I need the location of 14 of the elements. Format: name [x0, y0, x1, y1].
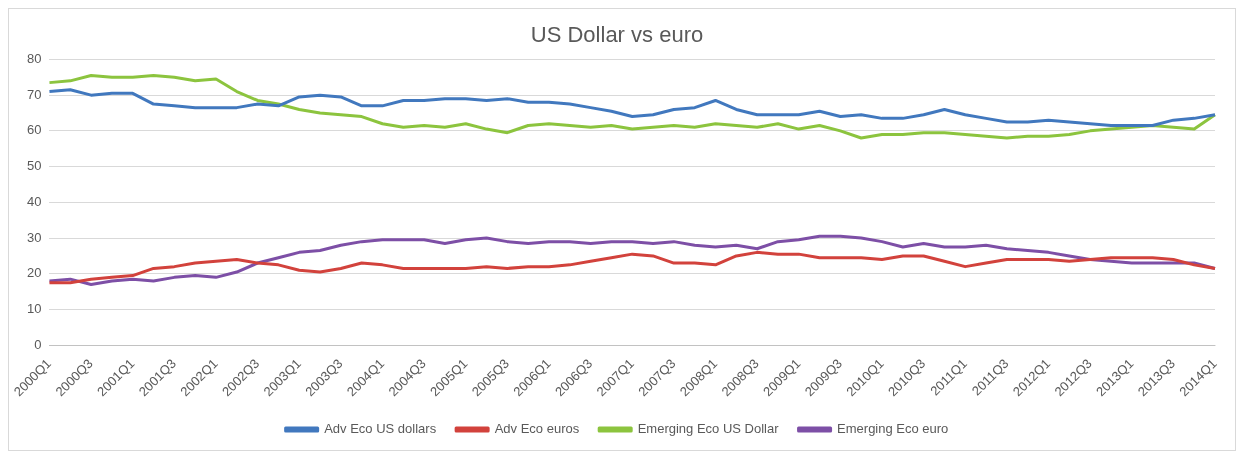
legend-label: Adv Eco US dollars	[324, 421, 437, 437]
y-tick-label: 30	[26, 229, 42, 245]
y-tick-label: 60	[26, 122, 42, 138]
y-tick-label: 50	[26, 158, 42, 174]
y-tick-label: 10	[26, 301, 42, 317]
y-tick-label: 40	[26, 193, 42, 209]
y-tick-label: 80	[26, 50, 42, 66]
legend-label: Adv Eco euros	[494, 421, 580, 437]
legend-label: Emerging Eco euro	[837, 421, 949, 437]
y-tick-label: 70	[26, 86, 42, 102]
y-tick-label: 0	[34, 336, 42, 352]
legend-label: Emerging Eco US Dollar	[637, 421, 780, 437]
chart-title: US Dollar vs euro	[530, 22, 704, 48]
y-tick-label: 20	[26, 265, 42, 281]
